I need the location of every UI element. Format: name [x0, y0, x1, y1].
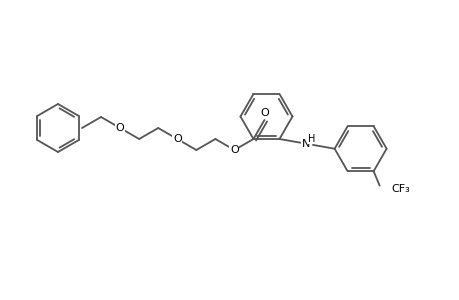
Text: CF₃: CF₃ [391, 184, 409, 194]
Text: H: H [308, 134, 315, 144]
Text: O: O [259, 108, 268, 118]
Text: O: O [173, 134, 181, 144]
Text: O: O [230, 145, 238, 155]
Text: N: N [301, 139, 309, 149]
Text: O: O [116, 123, 124, 133]
